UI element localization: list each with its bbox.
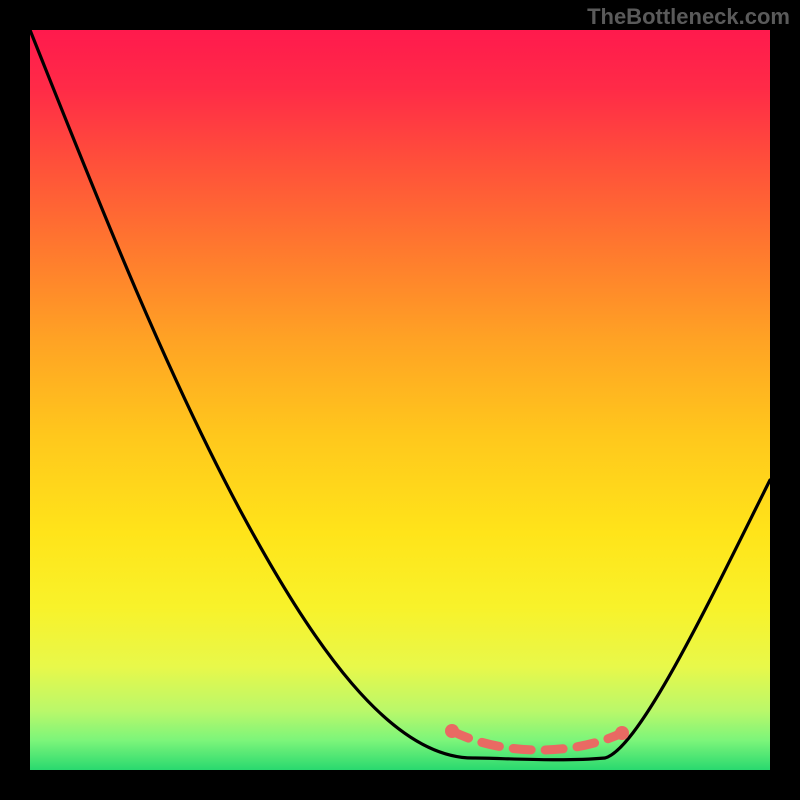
watermark-text: TheBottleneck.com xyxy=(587,4,790,30)
plot-background xyxy=(30,30,770,770)
chart-container: TheBottleneck.com xyxy=(0,0,800,800)
bottleneck-chart xyxy=(0,0,800,800)
valley-cap-1 xyxy=(615,726,629,740)
valley-cap-0 xyxy=(445,724,459,738)
